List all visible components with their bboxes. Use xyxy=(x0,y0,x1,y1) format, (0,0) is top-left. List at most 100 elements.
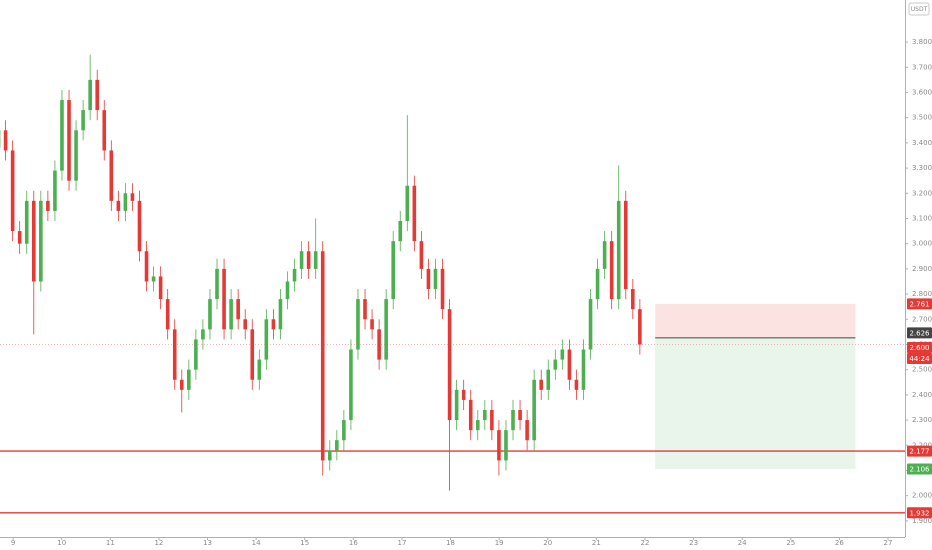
x-tick-label: 12 xyxy=(154,539,163,547)
candle-body xyxy=(532,379,536,441)
y-tick-label: 2.200 xyxy=(912,441,932,449)
countdown: 44:24 xyxy=(909,355,930,363)
candle-body xyxy=(518,409,522,421)
candle-body xyxy=(201,329,205,340)
candle-body xyxy=(215,268,219,300)
y-tick-label: 3.800 xyxy=(912,38,932,46)
candle-body xyxy=(419,241,424,269)
x-tick-label: 17 xyxy=(397,539,406,547)
candle-body xyxy=(250,329,255,380)
candle-body xyxy=(67,100,71,181)
x-tick-label: 15 xyxy=(300,539,309,547)
target-price-tag: 2.106 xyxy=(909,465,930,473)
candle-body xyxy=(631,289,635,310)
x-tick-label: 26 xyxy=(835,539,844,547)
candle-body xyxy=(95,79,100,111)
candle-body xyxy=(504,430,508,461)
candle-body xyxy=(292,268,297,282)
candle-body xyxy=(320,251,325,461)
candle-body xyxy=(271,319,276,330)
candle-body xyxy=(137,200,142,252)
candle-body xyxy=(581,349,586,390)
candle-body xyxy=(426,268,431,290)
target-zone xyxy=(655,337,856,469)
y-tick-label: 2.700 xyxy=(912,315,932,323)
candle-body xyxy=(433,268,438,290)
y-tick-label: 3.600 xyxy=(912,88,932,96)
candle-body xyxy=(39,200,43,282)
candle-body xyxy=(588,299,593,350)
candle-body xyxy=(335,440,339,451)
x-tick-label: 10 xyxy=(57,539,66,547)
candle-body xyxy=(525,420,529,441)
x-tick-label: 22 xyxy=(641,539,650,547)
candle-body xyxy=(454,389,459,421)
candle-body xyxy=(391,241,396,300)
candle-body xyxy=(602,241,607,269)
x-tick-label: 18 xyxy=(446,539,455,547)
candle-body xyxy=(384,299,388,360)
candle-body xyxy=(440,268,445,310)
countdown-box xyxy=(907,352,932,364)
candle-body xyxy=(165,299,170,330)
y-tick-label: 3.500 xyxy=(912,114,932,122)
candle-body xyxy=(3,130,8,151)
entry-price-tag-box xyxy=(907,327,932,339)
y-tick-label: 3.300 xyxy=(912,164,932,172)
candle-body xyxy=(638,309,642,345)
y-tick-label: 1.900 xyxy=(912,517,932,525)
x-tick-label: 21 xyxy=(592,539,601,547)
candle-body xyxy=(285,281,290,300)
candle-body xyxy=(17,231,22,244)
y-tick-label: 3.700 xyxy=(912,63,932,71)
candle-body xyxy=(243,319,248,330)
candle-body xyxy=(609,241,614,300)
y-tick-label: 2.300 xyxy=(912,416,932,424)
target-price-tag-box xyxy=(907,463,932,475)
candle-body xyxy=(144,251,149,282)
last-price-tag: 2.600 xyxy=(909,344,929,352)
candle-body xyxy=(461,389,466,400)
y-tick-label: 2.500 xyxy=(912,366,932,374)
candle-body xyxy=(31,200,36,282)
candle-body xyxy=(299,251,304,269)
candle-body xyxy=(546,369,551,390)
line-price-tag: 2.177 xyxy=(909,448,929,456)
last-price-tag-box xyxy=(907,341,932,353)
y-tick-label: 3.400 xyxy=(912,139,932,147)
candle-body xyxy=(46,200,50,211)
y-tick-label: 2.400 xyxy=(912,391,932,399)
x-tick-label: 20 xyxy=(543,539,552,547)
stop-price-tag: 2.761 xyxy=(909,300,929,308)
y-tick-label: 3.100 xyxy=(912,214,932,222)
candle-body xyxy=(313,251,318,269)
candle-body xyxy=(264,319,269,360)
line-price-tag: 1.932 xyxy=(909,509,929,517)
candle-body xyxy=(567,349,572,380)
candle-body xyxy=(81,110,85,131)
candle-body xyxy=(88,79,92,111)
candle-body xyxy=(468,399,473,431)
y-tick-label: 3.200 xyxy=(912,189,932,197)
stop-price-tag-box xyxy=(907,298,932,310)
candle-body xyxy=(405,185,410,221)
entry-price-tag: 2.626 xyxy=(909,329,930,337)
candle-body xyxy=(53,170,57,211)
x-tick-label: 9 xyxy=(11,539,15,547)
candle-body xyxy=(356,299,360,350)
candle-body xyxy=(511,409,515,431)
candle-body xyxy=(179,379,184,390)
x-tick-label: 19 xyxy=(495,539,504,547)
candle-body xyxy=(342,420,346,441)
y-tick-label: 2.900 xyxy=(912,265,932,273)
x-tick-label: 14 xyxy=(252,539,261,547)
candle-body xyxy=(412,185,417,242)
stop-zone xyxy=(655,303,856,338)
candle-body xyxy=(349,349,353,421)
candle-body xyxy=(278,299,283,330)
x-tick-label: 23 xyxy=(689,539,698,547)
candle-body xyxy=(74,130,78,181)
x-tick-label: 11 xyxy=(106,539,115,547)
x-tick-label: 27 xyxy=(884,539,893,547)
